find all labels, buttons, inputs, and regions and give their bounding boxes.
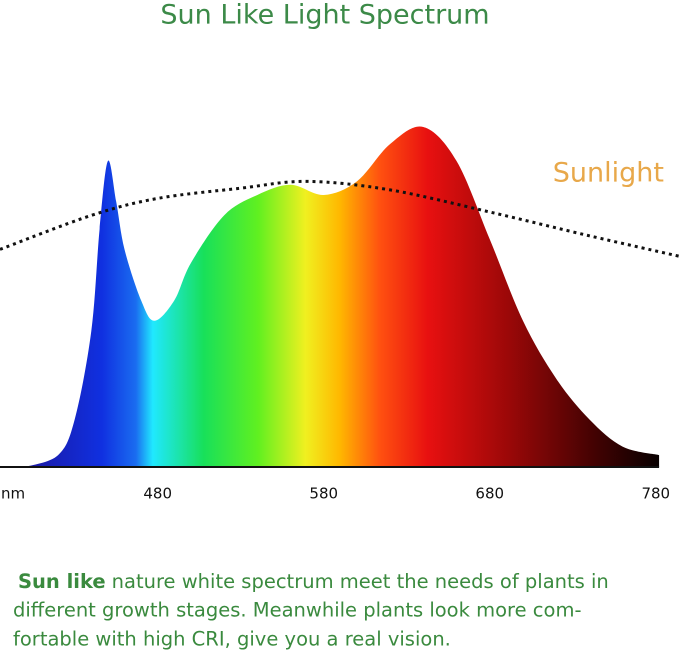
caption-line: fortable with high CRI, give you a real … [13, 628, 451, 651]
caption: Sun like nature white spectrum meet the n… [13, 570, 609, 651]
caption-lead: Sun like [18, 570, 106, 593]
caption-line: Sun like nature white spectrum meet the n… [18, 570, 609, 593]
x-tick-label: 680 [475, 485, 504, 503]
sunlight-label: Sunlight [553, 158, 664, 189]
x-tick-label: 480 [143, 485, 172, 503]
chart-title: Sun Like Light Spectrum [160, 0, 489, 31]
caption-line: different growth stages. Meanwhile plant… [13, 599, 582, 622]
sunlight-curve [0, 179, 679, 258]
spectrum-area [24, 126, 660, 467]
x-tick-label: 580 [309, 485, 338, 503]
x-tick-label: 780 [641, 485, 670, 503]
caption-text: nature white spectrum meet the needs of … [112, 570, 609, 593]
x-axis-label: nm [1, 485, 25, 503]
